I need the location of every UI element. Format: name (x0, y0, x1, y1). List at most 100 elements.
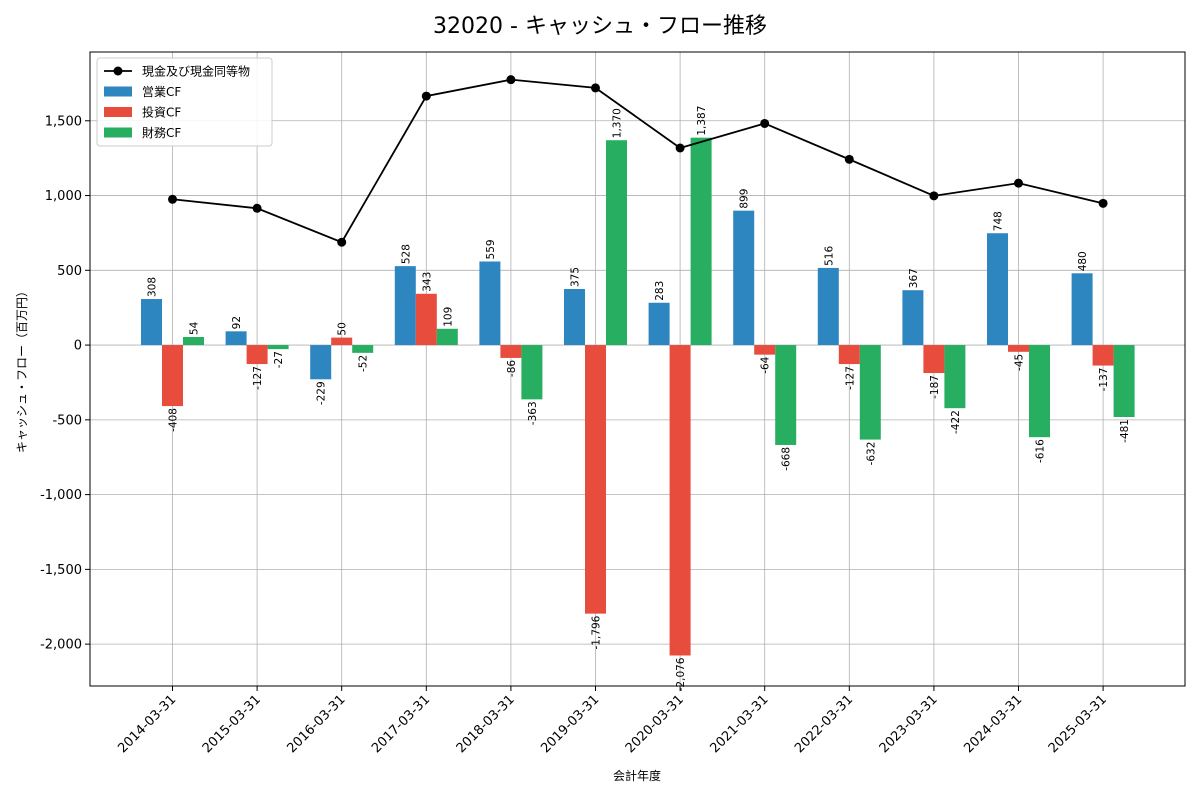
bar-data-label: 899 (739, 189, 751, 209)
bar (733, 210, 755, 346)
cash-point (1014, 178, 1023, 188)
data-labels: 308 92 -229 528 559 375 283 899 516 367 748 480 -408… (147, 106, 1132, 692)
bar (669, 345, 691, 656)
bar (162, 345, 183, 407)
y-axis-ticks: -2,000 -1,500 -1,000 -500 0 500 1,000 1,500 (40, 114, 90, 653)
bar (479, 261, 501, 346)
bar (331, 337, 353, 346)
y-tick-label: -500 (52, 413, 82, 428)
bar-data-label: -632 (865, 442, 877, 466)
y-tick-label: 1,500 (45, 114, 82, 129)
bar (859, 345, 881, 440)
cash-point (252, 203, 262, 213)
cash-point (844, 154, 854, 164)
cash-point (929, 191, 939, 201)
bar-data-label: -52 (358, 355, 370, 372)
cash-point (1098, 198, 1108, 208)
bar (902, 290, 924, 346)
bar-data-label: 480 (1077, 251, 1089, 271)
bar (500, 345, 522, 358)
bar-data-label: 92 (231, 316, 243, 329)
bar-data-label: -64 (760, 356, 772, 373)
bar (1008, 345, 1029, 352)
bar (987, 233, 1008, 346)
bar-data-label: 1,370 (612, 108, 624, 138)
bar (141, 299, 162, 346)
legend-label: 営業CF (142, 85, 181, 99)
legend-bar-swatch (104, 127, 132, 138)
bar-data-label: 516 (823, 246, 835, 266)
bar (817, 267, 839, 346)
x-tick-label: 2022-03-31 (792, 692, 856, 756)
bar (1029, 345, 1050, 438)
bar (754, 345, 776, 355)
y-tick-label: -2,000 (40, 638, 82, 653)
bar (775, 345, 797, 445)
chart-title: 32020 - キャッシュ・フロー推移 (433, 14, 767, 39)
x-tick-label: 2016-03-31 (284, 692, 348, 756)
bar-data-label: -127 (844, 366, 856, 390)
bar-data-label: -86 (506, 360, 518, 377)
x-tick-label: 2025-03-31 (1046, 692, 1110, 756)
bar (246, 345, 268, 365)
bar-data-label: -422 (950, 410, 962, 434)
bar-data-label: 50 (337, 322, 349, 335)
x-tick-label: 2021-03-31 (707, 692, 771, 756)
cash-point (675, 143, 685, 153)
x-tick-label: 2014-03-31 (115, 692, 179, 756)
bar-data-label: -1,796 (591, 615, 603, 649)
legend-box (96, 57, 273, 147)
x-tick-label: 2017-03-31 (369, 692, 433, 756)
x-axis-label: 会計年度 (613, 768, 661, 783)
bar (923, 345, 945, 374)
bars (141, 137, 1135, 656)
bar (436, 328, 458, 346)
cash-point (760, 118, 770, 128)
bar (690, 137, 712, 346)
plot-frame (89, 51, 1186, 687)
legend-bar-swatch (104, 86, 132, 97)
bar (564, 289, 585, 346)
cash-point (421, 91, 431, 101)
x-tick-label: 2024-03-31 (961, 692, 1025, 756)
bar-data-label: -187 (929, 375, 941, 399)
bar (585, 345, 606, 614)
legend-point-swatch (113, 66, 123, 76)
cash-point (591, 83, 600, 93)
y-tick-label: 500 (57, 264, 82, 279)
bar-data-label: -45 (1014, 354, 1026, 371)
bar-data-label: 1,387 (696, 106, 708, 136)
bar-data-label: 528 (400, 244, 412, 264)
y-axis-label: キャッシュ・フロー（百万円） (15, 285, 29, 453)
bar-data-label: 54 (189, 321, 201, 335)
bar-data-label: -229 (316, 381, 328, 405)
legend-label: 投資CF (142, 105, 181, 120)
bar-data-label: 109 (442, 307, 454, 327)
bar-data-label: 748 (993, 211, 1005, 231)
bar (310, 345, 332, 380)
bar (415, 293, 437, 346)
x-tick-label: 2015-03-31 (200, 692, 264, 756)
x-tick-label: 2020-03-31 (623, 692, 687, 756)
legend-label: 財務CF (142, 125, 181, 140)
bar-data-label: -408 (168, 408, 180, 432)
bar (183, 337, 204, 346)
bar-data-label: 343 (421, 272, 433, 292)
bar (606, 140, 627, 346)
bar-data-label: -616 (1035, 439, 1047, 463)
y-tick-label: 1,000 (45, 189, 82, 204)
bar-data-label: -137 (1098, 368, 1110, 392)
bar-data-label: -127 (252, 366, 264, 390)
bar-data-label: 367 (908, 268, 920, 288)
bar (648, 302, 670, 346)
x-tick-label: 2019-03-31 (538, 692, 602, 756)
bar (1092, 345, 1114, 366)
bar-data-label: 375 (570, 267, 582, 287)
bar-data-label: 559 (485, 239, 497, 259)
bar-data-label: -27 (273, 351, 285, 368)
bar (352, 345, 374, 353)
cash-point (337, 237, 347, 247)
bar-data-label: -2,076 (675, 657, 687, 691)
